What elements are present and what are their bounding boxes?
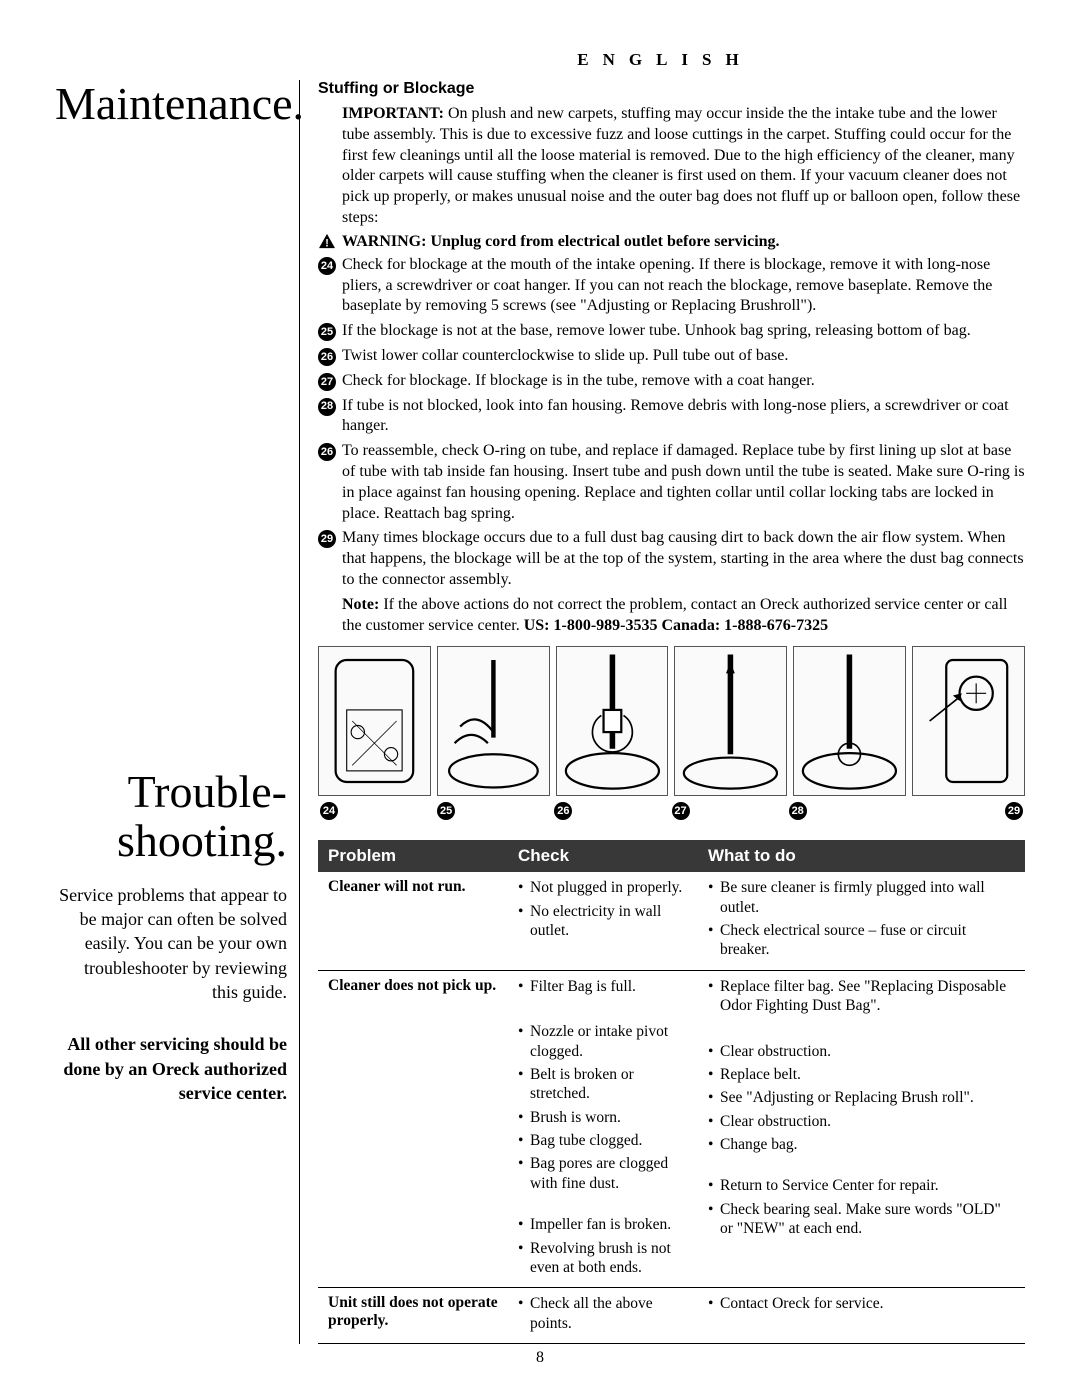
list-item: Clear obstruction. [708,1042,1017,1061]
list-item: Revolving brush is not even at both ends… [518,1239,690,1278]
troubleshooting-table: Problem Check What to do Cleaner will no… [318,840,1025,1344]
list-item: No electricity in wall outlet. [518,902,690,941]
list-item: Replace belt. [708,1065,1017,1084]
page-content: Maintenance. Trouble-shooting. Service p… [55,80,1025,1344]
list-item: Nozzle or intake pivot clogged. [518,1022,690,1061]
diagram-24 [318,646,431,796]
left-column: Maintenance. Trouble-shooting. Service p… [55,80,300,1344]
table-row: Cleaner does not pick up.Filter Bag is f… [318,970,1025,1288]
list-item: Replace filter bag. See "Replacing Dispo… [708,977,1017,1016]
list-item: Bag tube clogged. [518,1131,690,1150]
step-row: 26 Twist lower collar counterclockwise to… [318,346,1025,367]
table-row: Unit still does not operate properly. Che… [318,1288,1025,1344]
step-text: If the blockage is not at the base, remo… [342,321,971,342]
list-item: See "Adjusting or Replacing Brush roll". [708,1088,1017,1107]
diagram-28 [793,646,906,796]
stuffing-heading: Stuffing or Blockage [318,80,1025,98]
step-row: 24 Check for blockage at the mouth of the… [318,255,1025,317]
step-number-badge: 26 [318,348,336,366]
cell-check: Not plugged in properly. No electricity i… [508,872,698,970]
step-text: Check for blockage. If blockage is in th… [342,371,815,392]
step-number-badge: 27 [318,373,336,391]
step-number-badge: 28 [318,398,336,416]
diagram-label-badge: 25 [437,802,455,820]
cell-action: Be sure cleaner is firmly plugged into w… [698,872,1025,970]
diagram-label-badge: 27 [672,802,690,820]
list-item: Contact Oreck for service. [708,1294,1017,1313]
troubleshooting-title: Trouble-shooting. [55,768,287,865]
list-item: Change bag. [708,1135,1017,1154]
step-number-badge: 29 [318,530,336,548]
step-row: 25 If the blockage is not at the base, re… [318,321,1025,342]
list-item: Check bearing seal. Make sure words "OLD… [708,1200,1017,1239]
table-row: Cleaner will not run.Not plugged in prop… [318,872,1025,970]
right-column: Stuffing or Blockage IMPORTANT: On plush… [318,80,1025,1344]
important-text: On plush and new carpets, stuffing may o… [342,105,1020,226]
troubleshooting-intro: Service problems that appear to be major… [55,883,287,1004]
col-what: What to do [698,840,1025,872]
step-row: 28 If tube is not blocked, look into fan … [318,396,1025,438]
important-label: IMPORTANT: [342,105,444,122]
step-text: Twist lower collar counterclockwise to s… [342,346,788,367]
list-item: Brush is worn. [518,1108,690,1127]
step-row: 29 Many times blockage occurs due to a fu… [318,528,1025,590]
page-number: 8 [0,1349,1080,1367]
cell-check: Filter Bag is full. Nozzle or intake pivo… [508,970,698,1288]
step-row: 26 To reassemble, check O-ring on tube, a… [318,441,1025,524]
cell-problem: Unit still does not operate properly. [318,1288,508,1344]
maintenance-title: Maintenance. [55,80,287,128]
step-row: 27 Check for blockage. If blockage is in … [318,371,1025,392]
diagram-label-badge: 28 [789,802,807,820]
step-text: To reassemble, check O-ring on tube, and… [342,441,1025,524]
note-label: Note: [342,596,379,613]
diagram-25 [437,646,550,796]
note-paragraph: Note: If the above actions do not correc… [342,595,1025,637]
warning-line: ! WARNING: Unplug cord from electrical o… [318,233,1025,251]
list-item: Bag pores are clogged with fine dust. [518,1154,690,1193]
table-header-row: Problem Check What to do [318,840,1025,872]
step-text: Many times blockage occurs due to a full… [342,528,1025,590]
steps-list: 24 Check for blockage at the mouth of the… [318,255,1025,591]
diagram-label-badge: 24 [320,802,338,820]
diagram-label-badge: 26 [554,802,572,820]
list-item: Be sure cleaner is firmly plugged into w… [708,878,1017,917]
diagram-strip [318,646,1025,796]
phone-text: US: 1-800-989-3535 Canada: 1-888-676-732… [524,617,828,634]
diagram-label-badge: 29 [1005,802,1023,820]
diagram-label-row: 24 25 26 27 28 29 [318,802,1025,820]
cell-check: Check all the above points. [508,1288,698,1344]
step-text: If tube is not blocked, look into fan ho… [342,396,1025,438]
step-number-badge: 25 [318,323,336,341]
list-item: Clear obstruction. [708,1112,1017,1131]
list-item: Check all the above points. [518,1294,690,1333]
cell-action: Replace filter bag. See "Replacing Dispo… [698,970,1025,1288]
list-item: Belt is broken or stretched. [518,1065,690,1104]
warning-icon: ! [318,233,336,249]
list-item: Return to Service Center for repair. [708,1176,1017,1195]
language-header: ENGLISH [305,50,1025,70]
svg-text:!: ! [325,237,329,249]
diagram-29 [912,646,1025,796]
list-item: Not plugged in properly. [518,878,690,897]
step-number-badge: 24 [318,257,336,275]
troubleshooting-service-note: All other servicing should be done by an… [55,1032,287,1105]
col-problem: Problem [318,840,508,872]
cell-problem: Cleaner will not run. [318,872,508,970]
col-check: Check [508,840,698,872]
important-paragraph: IMPORTANT: On plush and new carpets, stu… [342,104,1025,229]
warning-text: WARNING: Unplug cord from electrical out… [342,233,780,251]
cell-problem: Cleaner does not pick up. [318,970,508,1288]
cell-action: Contact Oreck for service. [698,1288,1025,1344]
list-item: Impeller fan is broken. [518,1215,690,1234]
list-item: Filter Bag is full. [518,977,690,996]
diagram-26 [556,646,669,796]
step-number-badge: 26 [318,443,336,461]
diagram-27 [674,646,787,796]
step-text: Check for blockage at the mouth of the i… [342,255,1025,317]
list-item: Check electrical source – fuse or circui… [708,921,1017,960]
